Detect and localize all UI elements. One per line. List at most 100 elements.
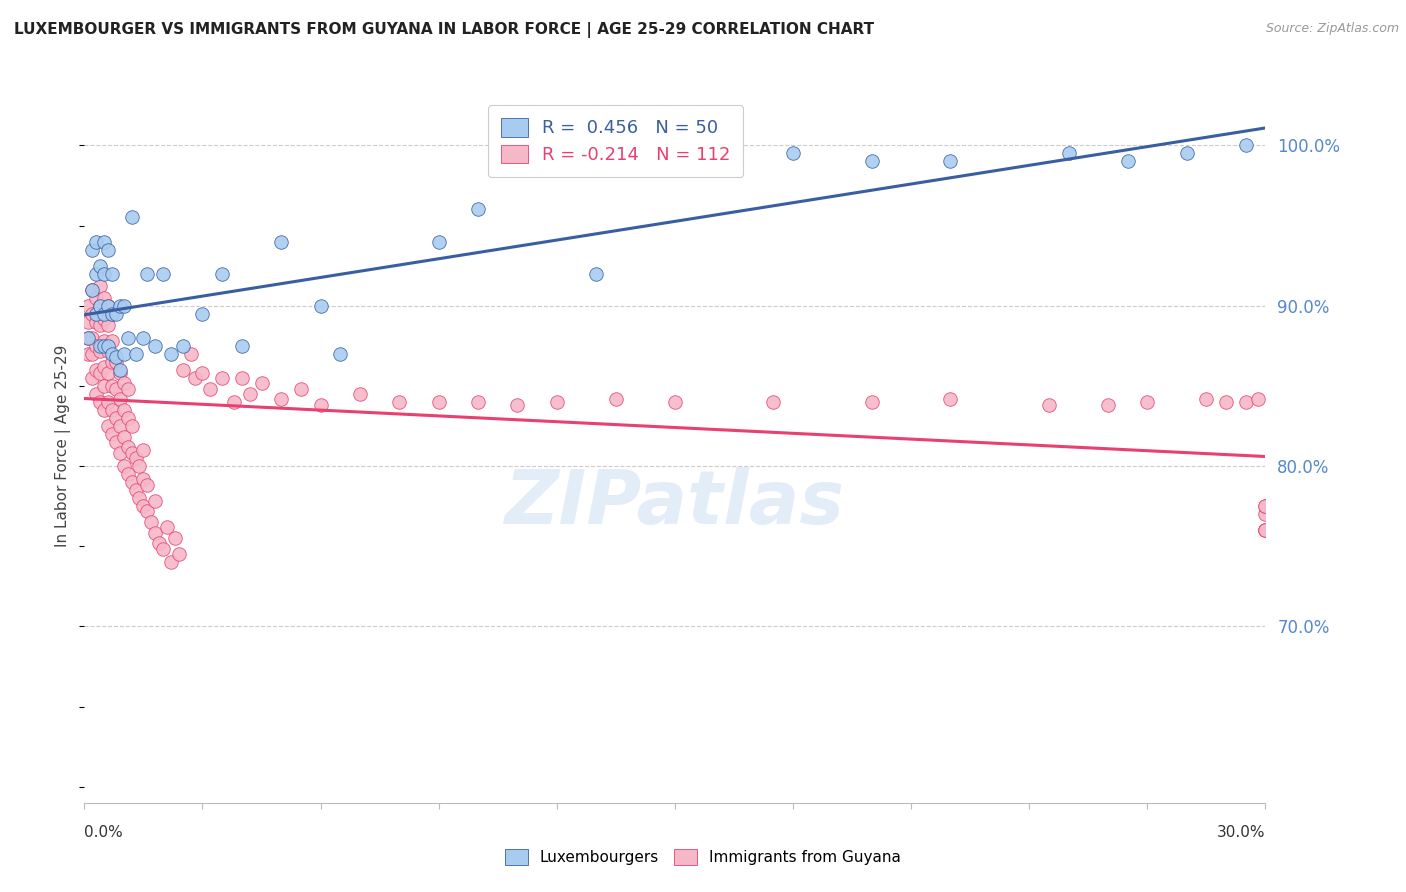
- Point: [148, 536, 170, 550]
- Point: [585, 267, 607, 281]
- Point: [101, 347, 124, 361]
- Point: [1254, 499, 1277, 513]
- Text: Source: ZipAtlas.com: Source: ZipAtlas.com: [1265, 22, 1399, 36]
- Point: [108, 419, 131, 434]
- Point: [93, 334, 115, 348]
- Point: [664, 395, 686, 409]
- Point: [93, 307, 115, 321]
- Point: [84, 235, 107, 249]
- Point: [89, 279, 111, 293]
- Point: [93, 291, 115, 305]
- Point: [231, 371, 253, 385]
- Point: [89, 343, 111, 358]
- Point: [101, 379, 124, 393]
- Point: [84, 291, 107, 305]
- Legend: R =  0.456   N = 50, R = -0.214   N = 112: R = 0.456 N = 50, R = -0.214 N = 112: [488, 105, 744, 177]
- Point: [93, 403, 115, 417]
- Point: [136, 478, 159, 492]
- Point: [132, 472, 155, 486]
- Point: [101, 334, 124, 348]
- Point: [172, 363, 194, 377]
- Point: [77, 331, 100, 345]
- Point: [112, 430, 135, 444]
- Point: [1246, 392, 1268, 406]
- Point: [167, 547, 190, 561]
- Point: [93, 339, 115, 353]
- Y-axis label: In Labor Force | Age 25-29: In Labor Force | Age 25-29: [55, 345, 72, 547]
- Point: [124, 483, 146, 497]
- Point: [101, 307, 124, 321]
- Point: [860, 395, 883, 409]
- Point: [104, 435, 127, 450]
- Point: [82, 283, 104, 297]
- Point: [112, 299, 135, 313]
- Point: [141, 515, 163, 529]
- Point: [121, 446, 143, 460]
- Text: ZIPatlas: ZIPatlas: [505, 467, 845, 540]
- Point: [84, 363, 107, 377]
- Point: [427, 235, 450, 249]
- Point: [1136, 395, 1159, 409]
- Point: [309, 398, 332, 412]
- Point: [152, 542, 174, 557]
- Point: [1057, 146, 1080, 161]
- Point: [1195, 392, 1218, 406]
- Point: [89, 395, 111, 409]
- Point: [82, 283, 104, 297]
- Point: [1215, 395, 1237, 409]
- Point: [84, 267, 107, 281]
- Point: [117, 382, 139, 396]
- Point: [108, 366, 131, 380]
- Point: [180, 347, 202, 361]
- Point: [143, 339, 166, 353]
- Point: [101, 267, 124, 281]
- Text: 30.0%: 30.0%: [1218, 825, 1265, 840]
- Point: [89, 299, 111, 313]
- Point: [97, 366, 120, 380]
- Point: [89, 318, 111, 332]
- Point: [136, 504, 159, 518]
- Point: [467, 395, 489, 409]
- Point: [89, 259, 111, 273]
- Point: [132, 331, 155, 345]
- Point: [222, 395, 245, 409]
- Point: [82, 347, 104, 361]
- Point: [101, 307, 124, 321]
- Point: [290, 382, 312, 396]
- Point: [104, 355, 127, 369]
- Point: [112, 403, 135, 417]
- Point: [93, 267, 115, 281]
- Point: [191, 307, 214, 321]
- Point: [250, 376, 273, 390]
- Point: [121, 211, 143, 225]
- Point: [117, 411, 139, 425]
- Point: [156, 520, 179, 534]
- Point: [89, 299, 111, 313]
- Point: [84, 339, 107, 353]
- Point: [97, 343, 120, 358]
- Point: [89, 339, 111, 353]
- Point: [1254, 507, 1277, 521]
- Point: [101, 427, 124, 442]
- Point: [97, 419, 120, 434]
- Point: [427, 395, 450, 409]
- Point: [143, 494, 166, 508]
- Point: [108, 363, 131, 377]
- Point: [128, 491, 150, 505]
- Point: [132, 499, 155, 513]
- Point: [172, 339, 194, 353]
- Point: [128, 458, 150, 473]
- Point: [101, 355, 124, 369]
- Point: [506, 398, 529, 412]
- Point: [93, 311, 115, 326]
- Point: [1254, 523, 1277, 537]
- Point: [82, 243, 104, 257]
- Legend: Luxembourgers, Immigrants from Guyana: Luxembourgers, Immigrants from Guyana: [499, 843, 907, 871]
- Point: [270, 392, 292, 406]
- Point: [782, 146, 804, 161]
- Point: [1234, 395, 1257, 409]
- Point: [1116, 154, 1139, 169]
- Point: [152, 267, 174, 281]
- Point: [388, 395, 411, 409]
- Point: [121, 475, 143, 489]
